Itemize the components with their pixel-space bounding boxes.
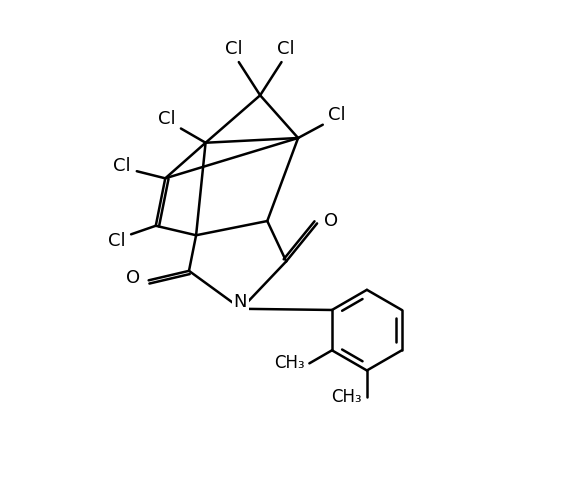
Text: Cl: Cl — [158, 110, 176, 128]
Text: O: O — [127, 269, 141, 287]
Text: N: N — [234, 293, 247, 311]
Text: O: O — [324, 212, 338, 230]
Text: Cl: Cl — [278, 40, 295, 58]
Text: Cl: Cl — [108, 232, 126, 251]
Text: Cl: Cl — [225, 40, 243, 58]
Text: CH₃: CH₃ — [274, 354, 305, 372]
Text: CH₃: CH₃ — [332, 387, 362, 406]
Text: Cl: Cl — [328, 106, 346, 124]
Text: Cl: Cl — [113, 157, 131, 176]
